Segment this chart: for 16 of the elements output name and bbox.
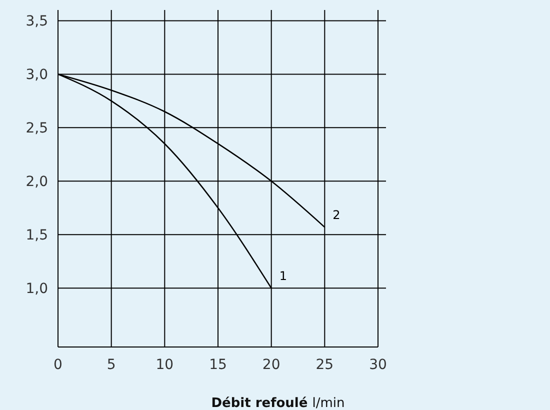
x-tick-label: 20 [262,357,280,373]
annotation: 1 [279,269,287,284]
annotation: 2 [332,208,340,222]
y-tick-label: 3,0 [26,67,48,84]
x-axis-title: Débit refoulé l/min [211,396,345,410]
y-tick-label: 3,5 [26,14,48,30]
y-tick-label: 1,0 [26,281,48,298]
x-tick-label: 10 [156,357,174,373]
y-tick-label: 2,0 [26,174,48,190]
y-tick-label: 2,5 [26,120,48,137]
x-tick-label: 15 [209,357,227,373]
x-tick-label: 25 [316,357,334,373]
x-tick-label: 30 [369,357,387,373]
x-tick-label: 0 [54,357,62,373]
x-tick-label: 5 [106,357,116,373]
y-tick-label: 1,5 [26,228,48,244]
